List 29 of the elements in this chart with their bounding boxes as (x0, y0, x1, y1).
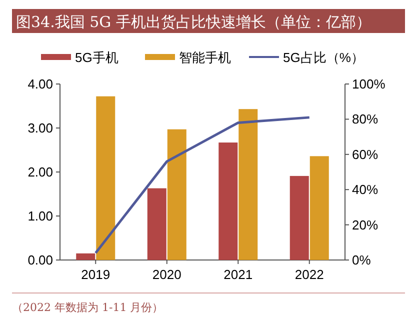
y-tick-label: 2.00 (28, 164, 53, 180)
x-tick-label: 2020 (152, 267, 182, 282)
bar (310, 156, 329, 260)
y2-tick-label: 20% (352, 217, 378, 232)
bar (290, 176, 309, 260)
y-tick-label: 0.00 (28, 252, 53, 268)
y-tick-label: 4.00 (28, 76, 53, 92)
legend-label: 智能手机 (179, 50, 231, 65)
line-series (94, 116, 311, 254)
y2-tick-label: 0% (352, 252, 372, 268)
bar (147, 188, 166, 260)
bar (238, 109, 258, 260)
bar (167, 129, 186, 260)
legend-label: 5G占比（%） (283, 50, 364, 65)
y-tick-label: 1.00 (28, 208, 53, 224)
y2-tick-label: 100% (352, 76, 386, 92)
text: （2022 年数据为 1-11 月份） (12, 301, 164, 314)
bar (96, 96, 116, 260)
y2-tick-label: 40% (352, 182, 378, 198)
y2-tick-label: 60% (352, 146, 378, 162)
x-tick-label: 2022 (294, 267, 324, 282)
x-tick-label: 2021 (224, 267, 253, 282)
bar (76, 253, 96, 260)
y2-tick-label: 80% (352, 112, 378, 127)
x-tick-label: 2019 (81, 267, 110, 282)
y-tick-label: 3.00 (28, 120, 53, 136)
legend-label: 5G手机 (75, 50, 118, 65)
bar (218, 142, 238, 260)
chart-title: 图34.我国 5G 手机出货占比快速增长（单位：亿部） (16, 13, 371, 31)
